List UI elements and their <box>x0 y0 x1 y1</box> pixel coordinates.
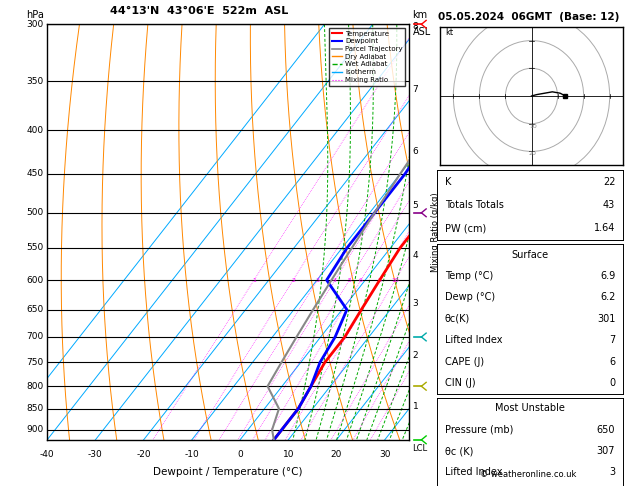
Text: 44°13'N  43°06'E  522m  ASL: 44°13'N 43°06'E 522m ASL <box>110 6 288 16</box>
Text: 1: 1 <box>252 278 256 282</box>
Text: Dewpoint / Temperature (°C): Dewpoint / Temperature (°C) <box>153 467 303 477</box>
Text: 5: 5 <box>413 201 418 210</box>
Text: PW (cm): PW (cm) <box>445 224 486 233</box>
Legend: Temperature, Dewpoint, Parcel Trajectory, Dry Adiabat, Wet Adiabat, Isotherm, Mi: Temperature, Dewpoint, Parcel Trajectory… <box>329 28 405 86</box>
Text: 0: 0 <box>237 450 243 459</box>
Text: 307: 307 <box>597 446 615 456</box>
Text: ASL: ASL <box>413 27 431 37</box>
Text: 900: 900 <box>26 425 43 434</box>
Text: Surface: Surface <box>511 250 548 260</box>
Text: 3: 3 <box>413 299 418 309</box>
Text: Most Unstable: Most Unstable <box>495 403 565 413</box>
Text: 2: 2 <box>413 351 418 361</box>
Text: 6: 6 <box>359 278 363 282</box>
Text: 6.2: 6.2 <box>600 293 615 302</box>
Text: 450: 450 <box>26 170 43 178</box>
Text: -10: -10 <box>184 450 199 459</box>
Text: 400: 400 <box>26 126 43 135</box>
Text: Totals Totals: Totals Totals <box>445 200 503 210</box>
Text: 20: 20 <box>331 450 342 459</box>
Text: θᴄ(K): θᴄ(K) <box>445 314 470 324</box>
Text: 05.05.2024  06GMT  (Base: 12): 05.05.2024 06GMT (Base: 12) <box>438 12 619 22</box>
Text: -20: -20 <box>136 450 151 459</box>
Text: 4: 4 <box>413 251 418 260</box>
Text: LCL: LCL <box>413 444 428 453</box>
Text: 8: 8 <box>378 278 382 282</box>
Text: 4: 4 <box>333 278 337 282</box>
Text: 550: 550 <box>26 243 43 253</box>
Text: Dewp (°C): Dewp (°C) <box>445 293 494 302</box>
Text: 6.9: 6.9 <box>600 271 615 281</box>
Text: 850: 850 <box>26 404 43 413</box>
Text: 22: 22 <box>603 177 615 187</box>
Text: 0: 0 <box>609 378 615 388</box>
Text: -40: -40 <box>40 450 55 459</box>
Text: 7: 7 <box>609 335 615 345</box>
Text: Lifted Index: Lifted Index <box>445 335 502 345</box>
Text: 7: 7 <box>413 85 418 94</box>
Text: θᴄ (K): θᴄ (K) <box>445 446 473 456</box>
Text: 350: 350 <box>26 77 43 86</box>
Text: 300: 300 <box>26 20 43 29</box>
Text: 500: 500 <box>26 208 43 217</box>
Text: kt: kt <box>445 28 454 37</box>
Text: 750: 750 <box>26 358 43 367</box>
Text: 30: 30 <box>379 450 391 459</box>
Text: 800: 800 <box>26 382 43 391</box>
Text: 10: 10 <box>282 450 294 459</box>
Text: Lifted Index: Lifted Index <box>445 468 502 477</box>
Text: Mixing Ratio (g/kg): Mixing Ratio (g/kg) <box>430 192 440 272</box>
Text: 6: 6 <box>413 147 418 156</box>
Text: © weatheronline.co.uk: © weatheronline.co.uk <box>480 469 577 479</box>
Text: Pressure (mb): Pressure (mb) <box>445 425 513 434</box>
Text: 43: 43 <box>603 200 615 210</box>
Text: 5: 5 <box>347 278 351 282</box>
Text: -30: -30 <box>88 450 103 459</box>
Text: 6: 6 <box>609 357 615 366</box>
Text: K: K <box>445 177 451 187</box>
Text: 2: 2 <box>291 278 295 282</box>
Text: 8: 8 <box>413 22 418 31</box>
Text: CAPE (J): CAPE (J) <box>445 357 484 366</box>
Text: km: km <box>413 10 428 20</box>
Text: 700: 700 <box>26 332 43 342</box>
Text: 3: 3 <box>609 468 615 477</box>
Text: 10: 10 <box>529 123 537 129</box>
Text: 1: 1 <box>413 402 418 411</box>
Text: hPa: hPa <box>26 10 43 20</box>
Text: CIN (J): CIN (J) <box>445 378 475 388</box>
Text: 600: 600 <box>26 276 43 285</box>
Text: 650: 650 <box>597 425 615 434</box>
Text: 10: 10 <box>391 278 399 282</box>
Text: 1.64: 1.64 <box>594 224 615 233</box>
Text: 650: 650 <box>26 305 43 314</box>
Text: 3: 3 <box>315 278 320 282</box>
Text: Temp (°C): Temp (°C) <box>445 271 493 281</box>
Text: 20: 20 <box>529 151 537 156</box>
Text: 301: 301 <box>597 314 615 324</box>
